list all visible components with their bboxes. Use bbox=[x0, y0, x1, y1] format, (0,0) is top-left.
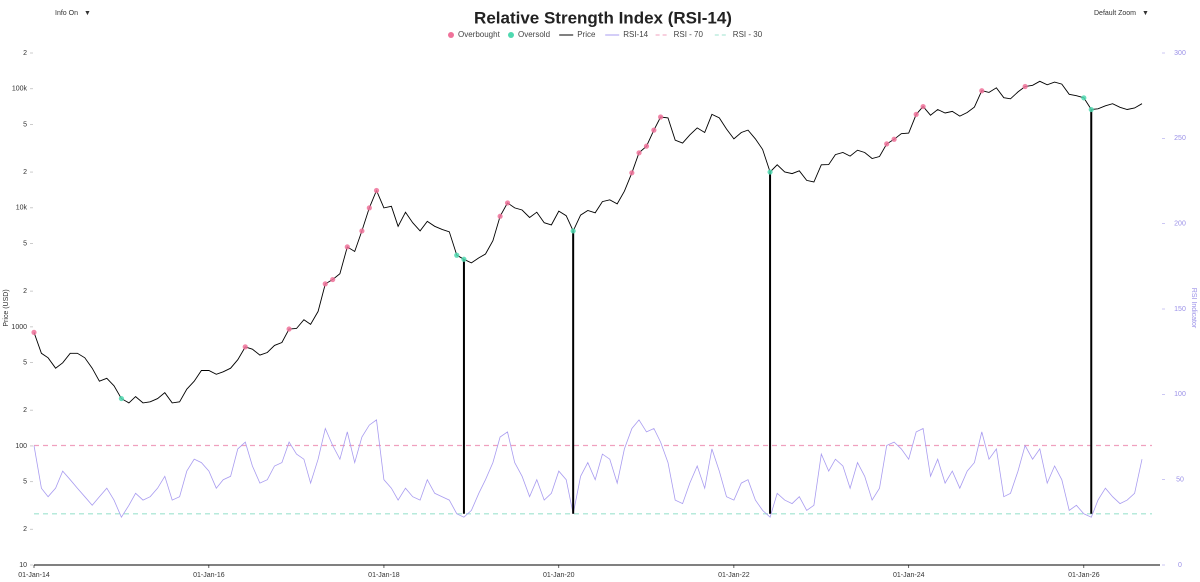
signal-marker bbox=[373, 187, 380, 194]
signal-marker bbox=[330, 276, 336, 283]
info-arrow[interactable]: ▼ bbox=[84, 10, 91, 17]
y2-tick-label: 250 bbox=[1174, 135, 1186, 142]
signal-marker bbox=[979, 88, 985, 94]
signal-marker bbox=[657, 114, 664, 120]
zoom-select[interactable]: Default Zoom bbox=[1094, 10, 1136, 17]
y2-tick-label: 100 bbox=[1174, 391, 1186, 398]
x-tick-label: 01-Jan-16 bbox=[193, 572, 225, 579]
x-tick-label: 01-Jan-20 bbox=[543, 572, 575, 579]
y-tick-label: 2 bbox=[23, 526, 27, 533]
signal-marker bbox=[884, 141, 890, 147]
signal-marker bbox=[322, 281, 328, 287]
signal-marker bbox=[1022, 83, 1028, 90]
signal-marker bbox=[366, 205, 372, 211]
y-tick-label: 100k bbox=[12, 86, 28, 93]
signal-marker bbox=[636, 150, 642, 156]
y-tick-label: 5 bbox=[23, 241, 27, 248]
zoom-arrow[interactable]: ▼ bbox=[1142, 10, 1149, 17]
y2-tick-label: 150 bbox=[1174, 306, 1186, 313]
signal-marker bbox=[629, 170, 635, 176]
y-tick-label: 10k bbox=[16, 205, 28, 212]
x-tick-label: 01-Jan-24 bbox=[893, 572, 925, 579]
y2-tick-label: 50 bbox=[1176, 477, 1184, 484]
y-tick-label: 5 bbox=[23, 360, 27, 367]
x-tick-label: 01-Jan-18 bbox=[368, 572, 400, 579]
y-tick-label: 2 bbox=[23, 407, 27, 414]
y2-tick-label: 200 bbox=[1174, 221, 1186, 228]
y-tick-label: 1000 bbox=[11, 324, 27, 331]
y-tick-label: 5 bbox=[23, 122, 27, 129]
legend-label: Price bbox=[577, 30, 596, 39]
signal-marker bbox=[570, 228, 576, 234]
signal-marker bbox=[31, 329, 37, 335]
signal-marker bbox=[344, 244, 350, 250]
signal-marker bbox=[767, 169, 773, 175]
legend-label: RSI - 30 bbox=[733, 30, 763, 39]
legend-label: RSI-14 bbox=[623, 30, 648, 39]
signal-marker bbox=[497, 213, 503, 219]
signal-marker bbox=[1081, 95, 1087, 101]
signal-marker bbox=[1088, 106, 1094, 113]
x-tick-label: 01-Jan-14 bbox=[18, 572, 50, 579]
y2-tick-label: 300 bbox=[1174, 50, 1186, 57]
signal-marker bbox=[454, 252, 460, 258]
signal-marker bbox=[461, 256, 467, 262]
y2-axis-label: RSI Indicator bbox=[1190, 288, 1197, 329]
y-tick-label: 5 bbox=[23, 479, 27, 486]
legend-label: RSI - 70 bbox=[674, 30, 704, 39]
y-tick-label: 10 bbox=[19, 562, 27, 569]
signal-marker bbox=[651, 127, 657, 133]
info-toggle[interactable]: Info On bbox=[55, 10, 78, 17]
signal-marker bbox=[913, 111, 919, 117]
signal-marker bbox=[920, 103, 926, 110]
signal-marker bbox=[359, 228, 365, 234]
y-tick-label: 100 bbox=[15, 443, 27, 450]
chart-title: Relative Strength Index (RSI-14) bbox=[474, 8, 732, 27]
y2-tick-label: 0 bbox=[1178, 562, 1182, 569]
legend-label: Oversold bbox=[518, 30, 550, 39]
signal-marker bbox=[242, 344, 248, 350]
y-tick-label: 2 bbox=[23, 50, 27, 57]
signal-marker bbox=[504, 200, 511, 206]
signal-marker bbox=[286, 326, 292, 332]
legend-marker bbox=[508, 32, 514, 38]
signal-marker bbox=[118, 395, 125, 402]
legend-marker bbox=[448, 32, 454, 38]
signal-marker bbox=[891, 136, 897, 142]
series-line bbox=[33, 419, 1143, 519]
signal-marker bbox=[643, 143, 650, 149]
series-line bbox=[33, 80, 1143, 404]
y-tick-label: 2 bbox=[23, 169, 27, 176]
legend-label: Overbought bbox=[458, 30, 501, 39]
y-axis-label: Price (USD) bbox=[3, 289, 10, 326]
x-tick-label: 01-Jan-22 bbox=[718, 572, 750, 579]
x-tick-label: 01-Jan-26 bbox=[1068, 572, 1100, 579]
y-tick-label: 2 bbox=[23, 288, 27, 295]
